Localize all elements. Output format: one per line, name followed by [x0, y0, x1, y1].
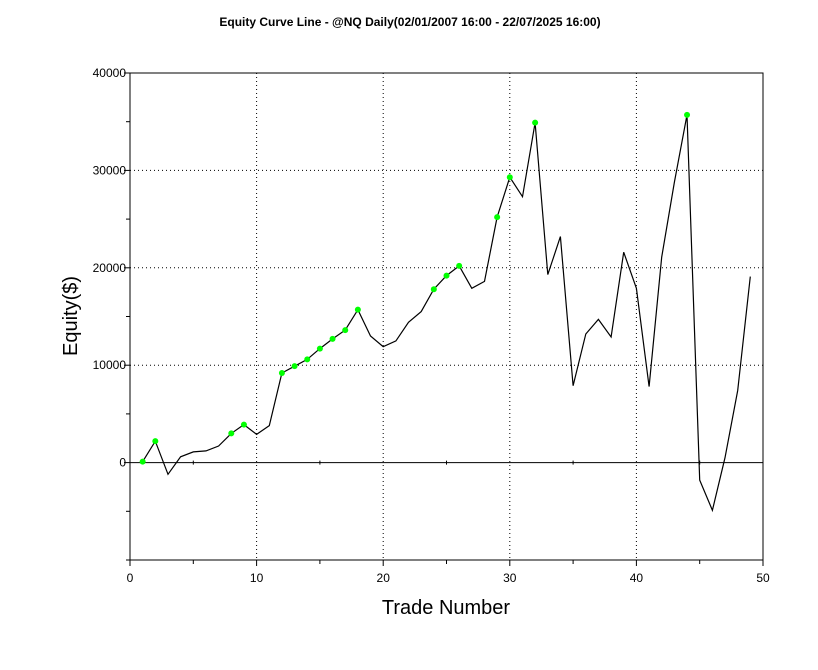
x-tick-label: 30	[503, 571, 517, 585]
chart-title: Equity Curve Line - @NQ Daily(02/01/2007…	[219, 15, 600, 29]
equity-high-marker	[228, 430, 235, 437]
equity-high-marker	[684, 111, 691, 118]
equity-high-marker	[278, 369, 285, 376]
x-tick-label: 50	[756, 571, 770, 585]
equity-high-marker	[329, 335, 336, 342]
equity-high-marker	[316, 345, 323, 352]
x-tick-labels: 0 10 20 30 40 50	[127, 571, 770, 585]
equity-high-marker	[506, 174, 513, 181]
equity-high-marker	[532, 119, 539, 126]
x-tick-label: 0	[127, 571, 134, 585]
y-tick-label: 0	[119, 456, 126, 470]
equity-high-marker	[152, 438, 159, 445]
equity-high-marker	[342, 327, 349, 334]
grid-lines	[130, 73, 763, 560]
equity-line	[142, 114, 751, 513]
equity-high-marker	[443, 272, 450, 279]
series-layer	[142, 114, 751, 513]
equity-high-marker	[456, 262, 463, 269]
equity-high-marker	[304, 356, 311, 363]
y-tick-label: 30000	[93, 163, 127, 177]
y-tick-label: 40000	[93, 66, 127, 80]
equity-high-marker	[494, 214, 501, 221]
equity-high-marker	[139, 458, 146, 465]
equity-high-marker	[430, 286, 437, 293]
x-axis-title: Trade Number	[382, 597, 511, 619]
y-axis-title: Equity($)	[60, 276, 82, 356]
marker-layer	[139, 111, 691, 465]
equity-high-marker	[354, 306, 361, 313]
x-tick-label: 20	[377, 571, 391, 585]
y-tick-label: 10000	[93, 358, 127, 372]
y-tick-label: 20000	[93, 261, 127, 275]
equity-high-marker	[240, 421, 247, 428]
y-tick-labels: 0 10000 20000 30000 40000	[93, 66, 127, 470]
axis-ticks	[124, 72, 764, 566]
x-tick-label: 10	[250, 571, 264, 585]
plot-frame	[129, 72, 764, 561]
equity-high-marker	[291, 363, 298, 370]
x-tick-label: 40	[630, 571, 644, 585]
